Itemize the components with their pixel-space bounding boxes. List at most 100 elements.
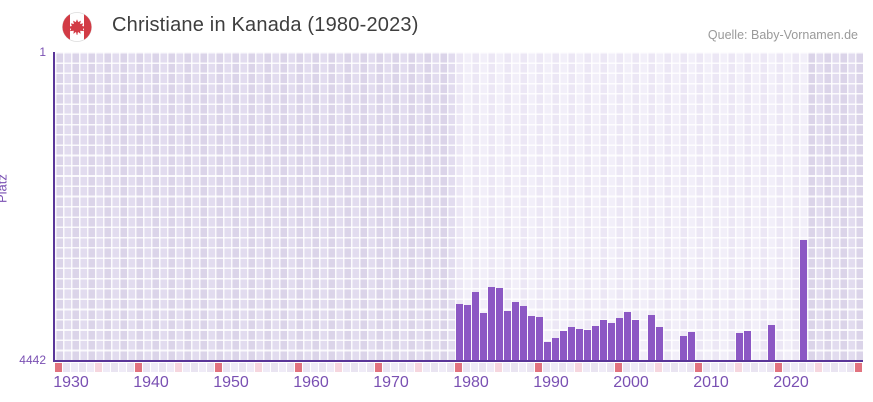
year-marker-cell bbox=[679, 363, 686, 372]
year-marker-cell bbox=[783, 363, 790, 372]
bar-1984[interactable] bbox=[487, 287, 495, 360]
bar-1993[interactable] bbox=[559, 331, 567, 360]
year-marker-cell bbox=[103, 363, 110, 372]
year-marker-cell bbox=[191, 363, 198, 372]
year-marker-cell bbox=[319, 363, 326, 372]
half-decade-marker-cell bbox=[335, 363, 342, 372]
year-marker-cell bbox=[87, 363, 94, 372]
source-credit: Quelle: Baby-Vornamen.de bbox=[707, 28, 858, 42]
half-decade-marker-cell bbox=[495, 363, 502, 372]
bar-1986[interactable] bbox=[503, 311, 511, 360]
year-marker-cell bbox=[719, 363, 726, 372]
bar-1998[interactable] bbox=[599, 319, 607, 360]
year-marker-cell bbox=[439, 363, 446, 372]
year-marker-cell bbox=[599, 363, 606, 372]
bar-1994[interactable] bbox=[567, 326, 575, 360]
decade-marker-cell bbox=[695, 363, 702, 372]
year-marker-cell bbox=[71, 363, 78, 372]
bar-1985[interactable] bbox=[495, 288, 503, 360]
year-marker-cell bbox=[151, 363, 158, 372]
bar-1989[interactable] bbox=[527, 316, 535, 360]
year-marker-cell bbox=[463, 363, 470, 372]
year-marker-cell bbox=[119, 363, 126, 372]
year-marker-cell bbox=[239, 363, 246, 372]
decade-marker-cell bbox=[375, 363, 382, 372]
bar-1987[interactable] bbox=[511, 302, 519, 360]
year-marker-cell bbox=[487, 363, 494, 372]
year-marker-cell bbox=[703, 363, 710, 372]
year-marker-cell bbox=[431, 363, 438, 372]
bar-2002[interactable] bbox=[631, 319, 639, 360]
decade-marker-cell bbox=[775, 363, 782, 372]
year-marker-cell bbox=[511, 363, 518, 372]
year-marker-cell bbox=[583, 363, 590, 372]
year-marker-cell bbox=[631, 363, 638, 372]
year-marker-cell bbox=[759, 363, 766, 372]
bar-2015[interactable] bbox=[735, 333, 743, 360]
year-marker-cell bbox=[823, 363, 830, 372]
bar-1983[interactable] bbox=[479, 313, 487, 360]
x-axis-label-2020: 2020 bbox=[773, 374, 809, 391]
bar-2004[interactable] bbox=[647, 314, 655, 360]
year-marker-cell bbox=[503, 363, 510, 372]
x-axis-label-1990: 1990 bbox=[533, 374, 569, 391]
x-axis-label-1980: 1980 bbox=[453, 374, 489, 391]
year-marker-cell bbox=[423, 363, 430, 372]
bar-2009[interactable] bbox=[687, 332, 695, 360]
year-marker-cell bbox=[623, 363, 630, 372]
bar-1999[interactable] bbox=[607, 323, 615, 360]
year-marker-cell bbox=[647, 363, 654, 372]
year-marker-cell bbox=[551, 363, 558, 372]
bar-1982[interactable] bbox=[471, 292, 479, 360]
year-marker-cell bbox=[751, 363, 758, 372]
decade-marker-cell bbox=[295, 363, 302, 372]
year-marker-cell bbox=[831, 363, 838, 372]
bar-1992[interactable] bbox=[551, 338, 559, 360]
bar-1996[interactable] bbox=[583, 330, 591, 360]
bar-2016[interactable] bbox=[743, 331, 751, 360]
year-marker-cell bbox=[167, 363, 174, 372]
year-marker-cell bbox=[367, 363, 374, 372]
bar-1995[interactable] bbox=[575, 328, 583, 360]
year-marker-cell bbox=[207, 363, 214, 372]
y-axis-title: Platz bbox=[0, 174, 10, 203]
bar-2019[interactable] bbox=[767, 325, 775, 360]
bar-2005[interactable] bbox=[655, 326, 663, 360]
bar-2000[interactable] bbox=[615, 318, 623, 360]
year-marker-cell bbox=[359, 363, 366, 372]
bar-1988[interactable] bbox=[519, 306, 527, 360]
year-marker-cell bbox=[447, 363, 454, 372]
decade-marker-cell bbox=[455, 363, 462, 372]
bar-2023[interactable] bbox=[799, 240, 807, 360]
year-marker-cell bbox=[663, 363, 670, 372]
decade-marker-cell bbox=[55, 363, 62, 372]
bar-1981[interactable] bbox=[463, 305, 471, 360]
year-marker-cell bbox=[271, 363, 278, 372]
bar-2001[interactable] bbox=[623, 312, 631, 360]
half-decade-marker-cell bbox=[175, 363, 182, 372]
year-marker-cell bbox=[127, 363, 134, 372]
bar-1997[interactable] bbox=[591, 326, 599, 360]
x-axis-label-1970: 1970 bbox=[373, 374, 409, 391]
decade-marker-cell bbox=[135, 363, 142, 372]
half-decade-marker-cell bbox=[575, 363, 582, 372]
year-marker-cell bbox=[351, 363, 358, 372]
half-decade-marker-cell bbox=[95, 363, 102, 372]
bar-2008[interactable] bbox=[679, 336, 687, 360]
year-marker-cell bbox=[727, 363, 734, 372]
decade-marker-cell bbox=[215, 363, 222, 372]
year-marker-cell bbox=[607, 363, 614, 372]
year-marker-cell bbox=[303, 363, 310, 372]
year-marker-cell bbox=[839, 363, 846, 372]
bar-1980[interactable] bbox=[455, 304, 463, 360]
bar-1990[interactable] bbox=[535, 317, 543, 360]
bar-1991[interactable] bbox=[543, 342, 551, 360]
year-marker-cell bbox=[199, 363, 206, 372]
year-marker-cell bbox=[279, 363, 286, 372]
year-marker-cell bbox=[799, 363, 806, 372]
year-marker-cell bbox=[327, 363, 334, 372]
year-marker-cell bbox=[543, 363, 550, 372]
y-axis-line bbox=[53, 52, 55, 362]
x-axis-label-1960: 1960 bbox=[293, 374, 329, 391]
year-marker-cell bbox=[407, 363, 414, 372]
